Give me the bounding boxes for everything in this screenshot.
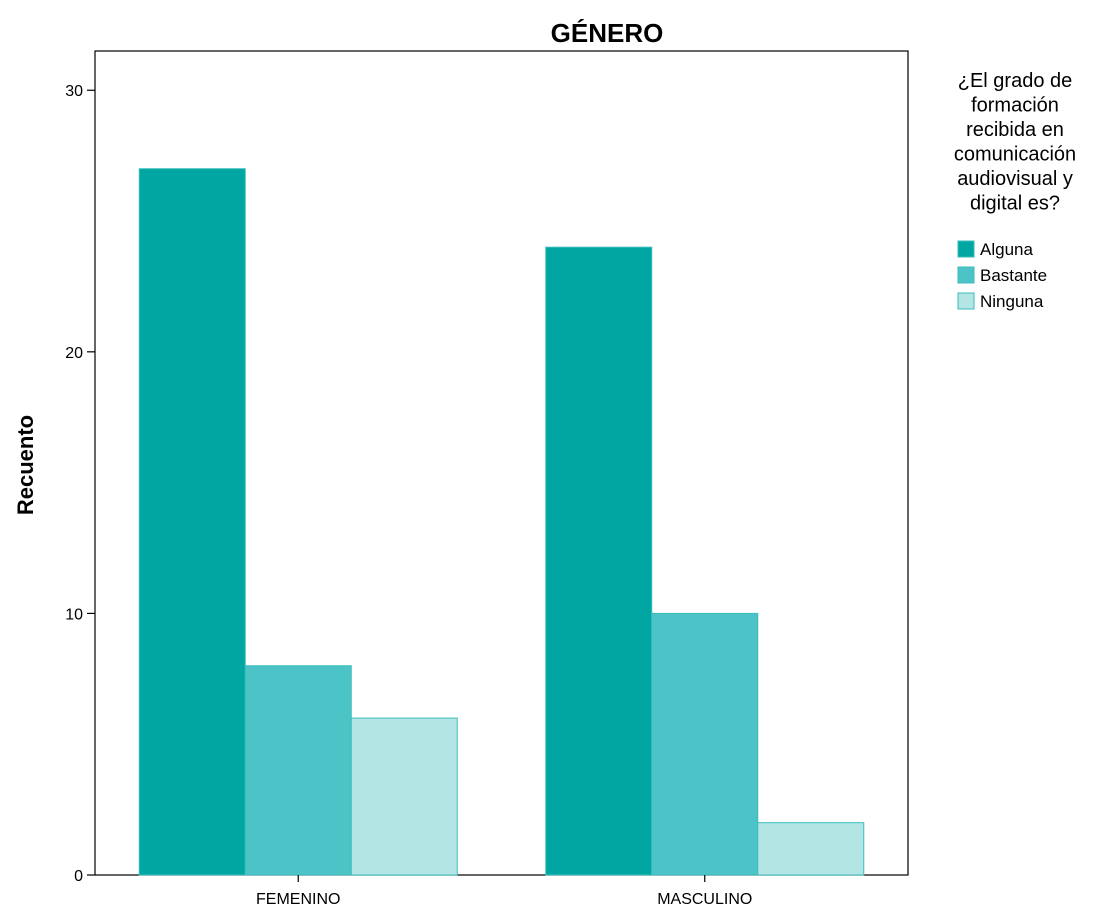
x-tick-label: MASCULINO (657, 891, 752, 908)
legend-swatch-bastante (957, 266, 975, 284)
legend-title-line: digital es? (970, 193, 1060, 215)
y-axis: 0 10 20 30 (65, 83, 95, 885)
bar-bastante-femenino (244, 665, 352, 876)
legend-swatch-alguna (957, 240, 975, 258)
y-axis-label: Recuento (13, 415, 38, 515)
bar-bastante-masculino (651, 612, 759, 876)
plot-area (94, 50, 909, 876)
legend-swatch-ninguna (957, 292, 975, 310)
legend-title-line: recibida en (966, 119, 1064, 141)
y-tick-label: 30 (65, 83, 83, 100)
bar-alguna-femenino (138, 168, 246, 876)
legend-label-ninguna: Ninguna (980, 292, 1044, 311)
x-tick-label: FEMENINO (256, 891, 340, 908)
legend-title-line: ¿El grado de (958, 70, 1073, 92)
x-axis: FEMENINO MASCULINO (256, 875, 752, 908)
bar-alguna-masculino (545, 246, 653, 876)
y-tick-label: 0 (74, 868, 83, 885)
y-tick-label: 10 (65, 606, 83, 623)
legend-label-bastante: Bastante (980, 266, 1047, 285)
legend-title-line: formación (971, 95, 1059, 117)
bar-ninguna-femenino (350, 717, 458, 876)
y-tick-label: 20 (65, 345, 83, 362)
chart-title: GÉNERO (551, 18, 664, 48)
legend-title-line: audiovisual y (957, 168, 1073, 190)
bar-ninguna-masculino (757, 822, 865, 876)
legend-label-alguna: Alguna (980, 240, 1033, 259)
bars (138, 168, 865, 876)
legend-title-line: comunicación (954, 144, 1076, 166)
